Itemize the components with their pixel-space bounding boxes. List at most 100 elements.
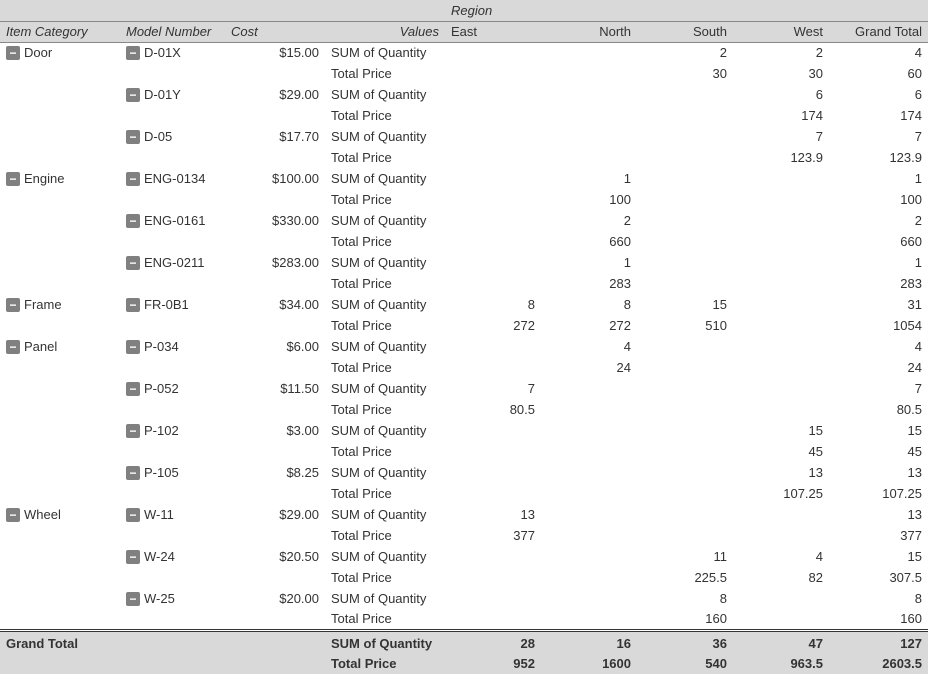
cell-south (637, 399, 733, 420)
model-toggle[interactable]: −ENG-0211 (120, 252, 225, 273)
collapse-icon[interactable]: − (6, 172, 20, 186)
category-toggle[interactable]: −Wheel (0, 504, 120, 525)
cell-grand-total: 31 (829, 294, 928, 315)
cost-cell (225, 609, 325, 630)
cell-grand-total: 13 (829, 504, 928, 525)
category-toggle[interactable]: −Door (0, 42, 120, 63)
col-model-number[interactable]: Model Number (120, 21, 225, 42)
grand-total-row-qty: Grand TotalSUM of Quantity28163647127 (0, 630, 928, 653)
collapse-icon[interactable]: − (6, 46, 20, 60)
cell-grand-total: 24 (829, 357, 928, 378)
cell-grand-total: 1054 (829, 315, 928, 336)
collapse-icon[interactable]: − (6, 508, 20, 522)
cell-north (541, 504, 637, 525)
cell-north: 2 (541, 210, 637, 231)
collapse-icon[interactable]: − (126, 550, 140, 564)
cell-grand-total: 7 (829, 126, 928, 147)
cost-cell: $330.00 (225, 210, 325, 231)
cell-grand-total: 127 (829, 630, 928, 653)
cell-east: 7 (445, 378, 541, 399)
model-toggle[interactable]: −P-102 (120, 420, 225, 441)
model-toggle[interactable]: −D-05 (120, 126, 225, 147)
collapse-icon[interactable]: − (126, 130, 140, 144)
cell-south (637, 210, 733, 231)
collapse-icon[interactable]: − (126, 424, 140, 438)
model-toggle[interactable]: −P-105 (120, 462, 225, 483)
col-north[interactable]: North (541, 21, 637, 42)
collapse-icon[interactable]: − (126, 46, 140, 60)
measure-label: Total Price (325, 105, 445, 126)
cost-cell: $6.00 (225, 336, 325, 357)
model-toggle[interactable]: −FR-0B1 (120, 294, 225, 315)
col-values[interactable]: Values (325, 21, 445, 42)
collapse-icon[interactable]: − (126, 214, 140, 228)
model-toggle[interactable]: −D-01Y (120, 84, 225, 105)
table-row: Total Price123.9123.9 (0, 147, 928, 168)
model-toggle[interactable]: −P-052 (120, 378, 225, 399)
col-south[interactable]: South (637, 21, 733, 42)
category-toggle[interactable]: −Frame (0, 294, 120, 315)
collapse-icon[interactable]: − (126, 592, 140, 606)
cell-east: 28 (445, 630, 541, 653)
model-toggle[interactable]: −D-01X (120, 42, 225, 63)
cell-west (733, 588, 829, 609)
table-row: −W-25$20.00SUM of Quantity88 (0, 588, 928, 609)
model-toggle[interactable]: −P-034 (120, 336, 225, 357)
model-toggle-label: W-24 (144, 549, 175, 564)
cell-south (637, 483, 733, 504)
col-cost[interactable]: Cost (225, 21, 325, 42)
cell-north: 1 (541, 252, 637, 273)
cell-east (445, 546, 541, 567)
model-toggle[interactable]: −W-25 (120, 588, 225, 609)
cell-west: 15 (733, 420, 829, 441)
category-toggle-label: Door (24, 45, 52, 60)
cell-west (733, 399, 829, 420)
cell-north (541, 399, 637, 420)
cell-west (733, 504, 829, 525)
col-grand-total[interactable]: Grand Total (829, 21, 928, 42)
col-west[interactable]: West (733, 21, 829, 42)
cell-south (637, 357, 733, 378)
cell-west: 7 (733, 126, 829, 147)
table-row: Total Price174174 (0, 105, 928, 126)
collapse-icon[interactable]: − (126, 466, 140, 480)
cell-west: 13 (733, 462, 829, 483)
category-toggle[interactable]: −Engine (0, 168, 120, 189)
measure-label: Total Price (325, 189, 445, 210)
collapse-icon[interactable]: − (126, 508, 140, 522)
category-toggle-label: Frame (24, 297, 62, 312)
collapse-icon[interactable]: − (6, 340, 20, 354)
cell-west (733, 609, 829, 630)
cell-west: 30 (733, 63, 829, 84)
cell-grand-total: 2603.5 (829, 653, 928, 674)
measure-label: Total Price (325, 315, 445, 336)
col-item-category[interactable]: Item Category (0, 21, 120, 42)
model-toggle[interactable]: −ENG-0134 (120, 168, 225, 189)
model-toggle[interactable]: −W-24 (120, 546, 225, 567)
cost-cell: $100.00 (225, 168, 325, 189)
collapse-icon[interactable]: − (126, 256, 140, 270)
cell-north: 100 (541, 189, 637, 210)
cell-grand-total: 4 (829, 42, 928, 63)
collapse-icon[interactable]: − (6, 298, 20, 312)
model-toggle-label: W-25 (144, 591, 175, 606)
collapse-icon[interactable]: − (126, 382, 140, 396)
collapse-icon[interactable]: − (126, 88, 140, 102)
cost-cell (225, 105, 325, 126)
table-row: Total Price2722725101054 (0, 315, 928, 336)
category-toggle[interactable]: −Panel (0, 336, 120, 357)
table-row: −D-01Y$29.00SUM of Quantity66 (0, 84, 928, 105)
collapse-icon[interactable]: − (126, 298, 140, 312)
cell-grand-total: 4 (829, 336, 928, 357)
cell-north (541, 84, 637, 105)
cell-west: 174 (733, 105, 829, 126)
cost-cell: $20.50 (225, 546, 325, 567)
cost-cell: $283.00 (225, 252, 325, 273)
collapse-icon[interactable]: − (126, 340, 140, 354)
col-east[interactable]: East (445, 21, 541, 42)
table-row: Total Price80.580.5 (0, 399, 928, 420)
collapse-icon[interactable]: − (126, 172, 140, 186)
model-toggle[interactable]: −W-11 (120, 504, 225, 525)
model-toggle[interactable]: −ENG-0161 (120, 210, 225, 231)
cell-grand-total: 13 (829, 462, 928, 483)
